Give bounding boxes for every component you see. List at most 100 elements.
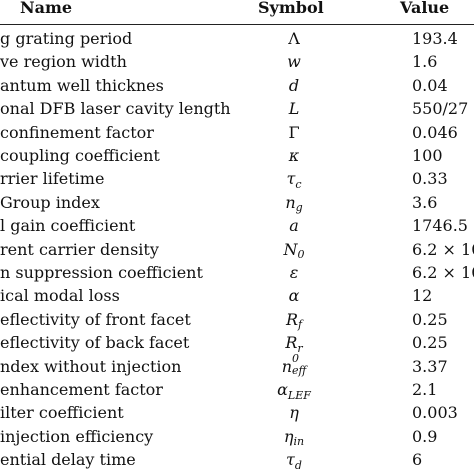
header-name: Name bbox=[20, 0, 73, 17]
param-symbol: n 0 eff bbox=[281, 353, 307, 379]
param-symbol: η bbox=[289, 401, 299, 424]
symbol-scripts: 0 bbox=[297, 247, 305, 262]
symbol-base: Λ bbox=[288, 29, 300, 48]
param-name: l gain coefficient bbox=[0, 216, 136, 236]
header-value: Value bbox=[400, 0, 450, 17]
symbol-scripts: in bbox=[293, 434, 305, 449]
param-value: 6 bbox=[412, 450, 423, 470]
symbol-scripts: r bbox=[297, 341, 303, 355]
param-symbol: Γ bbox=[288, 121, 299, 144]
symbol-subscript: 0 bbox=[297, 248, 305, 262]
param-symbol: α LEF bbox=[277, 378, 311, 401]
symbol-base: Γ bbox=[288, 122, 300, 142]
param-value: 1746.5 bbox=[412, 216, 468, 236]
table-row: rrier lifetime τ c 0.33 bbox=[0, 167, 474, 190]
table-row: ential delay time τ d 6 bbox=[0, 448, 474, 471]
param-value: 12 bbox=[412, 286, 433, 306]
param-name: n suppression coefficient bbox=[0, 263, 203, 282]
symbol-base: ε bbox=[289, 263, 299, 282]
table-row: enhancement factor α LEF 2.1 bbox=[0, 378, 474, 401]
param-value: 0.25 bbox=[412, 333, 448, 353]
symbol-subscript: c bbox=[295, 177, 302, 191]
param-value: 6.2 × 10 bbox=[412, 239, 474, 259]
symbol-scripts: g bbox=[295, 200, 303, 215]
param-value: 0.25 bbox=[412, 309, 448, 329]
table-row: ve region width w 1.6 bbox=[0, 50, 474, 73]
symbol-scripts: LEF bbox=[287, 388, 311, 402]
param-symbol: L bbox=[289, 97, 300, 120]
table-row: confinement factor Γ 0.046 bbox=[0, 121, 474, 144]
symbol-base: N bbox=[283, 239, 298, 259]
symbol-base: R bbox=[285, 333, 298, 353]
symbol-base: τ bbox=[286, 169, 296, 189]
symbol-scripts: f bbox=[298, 317, 302, 330]
param-name: ilter coefficient bbox=[0, 403, 124, 423]
param-value: 6.2 × 10 bbox=[412, 263, 474, 282]
param-symbol: η in bbox=[284, 425, 304, 448]
param-name: enhancement factor bbox=[0, 380, 163, 399]
param-name: ential delay time bbox=[0, 450, 136, 470]
symbol-base: n bbox=[281, 356, 292, 376]
param-name: g grating period bbox=[0, 29, 133, 48]
header-rule bbox=[0, 24, 474, 25]
param-symbol: a bbox=[289, 214, 299, 237]
param-name: injection efficiency bbox=[0, 426, 154, 446]
table-row: injection efficiency η in 0.9 bbox=[0, 425, 474, 448]
symbol-base: a bbox=[289, 216, 299, 236]
symbol-subscript: d bbox=[294, 458, 302, 472]
table-row: l gain coefficient a 1746.5 bbox=[0, 214, 474, 237]
param-name: eflectivity of back facet bbox=[0, 333, 190, 353]
param-symbol: w bbox=[287, 50, 301, 73]
symbol-subscript: eff bbox=[292, 364, 307, 378]
symbol-base: α bbox=[277, 380, 288, 399]
param-value: 0.33 bbox=[412, 169, 448, 189]
symbol-base: κ bbox=[288, 146, 300, 165]
param-symbol: ε bbox=[290, 261, 299, 284]
table-row: Group index n g 3.6 bbox=[0, 191, 474, 214]
param-name: ndex without injection bbox=[0, 356, 182, 376]
table-header: Name Symbol Value bbox=[0, 0, 474, 24]
param-value: 193.4 bbox=[412, 29, 458, 48]
param-value: 550/27 bbox=[412, 99, 469, 119]
symbol-base: n bbox=[285, 192, 296, 212]
symbol-scripts: 0 eff bbox=[292, 353, 307, 379]
param-name: ical modal loss bbox=[0, 286, 120, 306]
param-value: 100 bbox=[412, 146, 443, 165]
param-value: 0.046 bbox=[412, 122, 458, 142]
param-value: 0.003 bbox=[412, 403, 458, 423]
symbol-base: α bbox=[288, 286, 300, 306]
param-name: antum well thicknes bbox=[0, 75, 164, 95]
symbol-scripts: d bbox=[294, 458, 302, 472]
table-row: g grating period Λ 193.4 bbox=[0, 27, 474, 50]
symbol-base: d bbox=[288, 75, 300, 95]
table-row: rent carrier density N0 6.2 × 10 bbox=[0, 238, 474, 261]
symbol-base: w bbox=[287, 52, 301, 72]
param-name: Group index bbox=[0, 192, 100, 212]
table-row: ical modal loss α 12 bbox=[0, 284, 474, 307]
table-row: ndex without injection n 0 eff 3.37 bbox=[0, 353, 474, 379]
param-name: onal DFB laser cavity length bbox=[0, 99, 231, 119]
param-value: 1.6 bbox=[412, 52, 438, 72]
symbol-subscript: g bbox=[295, 201, 303, 215]
param-name: rent carrier density bbox=[0, 239, 159, 259]
symbol-subscript: r bbox=[297, 341, 303, 355]
symbol-base: τ bbox=[286, 450, 295, 470]
symbol-scripts: c bbox=[295, 177, 302, 191]
param-name: coupling coefficient bbox=[0, 146, 160, 165]
param-value: 0.04 bbox=[412, 75, 448, 95]
param-symbol: κ bbox=[289, 144, 300, 167]
table-row: coupling coefficient κ 100 bbox=[0, 144, 474, 167]
table-row: ilter coefficient η 0.003 bbox=[0, 401, 474, 424]
param-value: 0.9 bbox=[412, 426, 438, 446]
symbol-subscript: LEF bbox=[287, 388, 311, 402]
symbol-subscript: in bbox=[293, 435, 305, 449]
param-name: confinement factor bbox=[0, 122, 154, 142]
param-symbol: Λ bbox=[288, 27, 300, 50]
